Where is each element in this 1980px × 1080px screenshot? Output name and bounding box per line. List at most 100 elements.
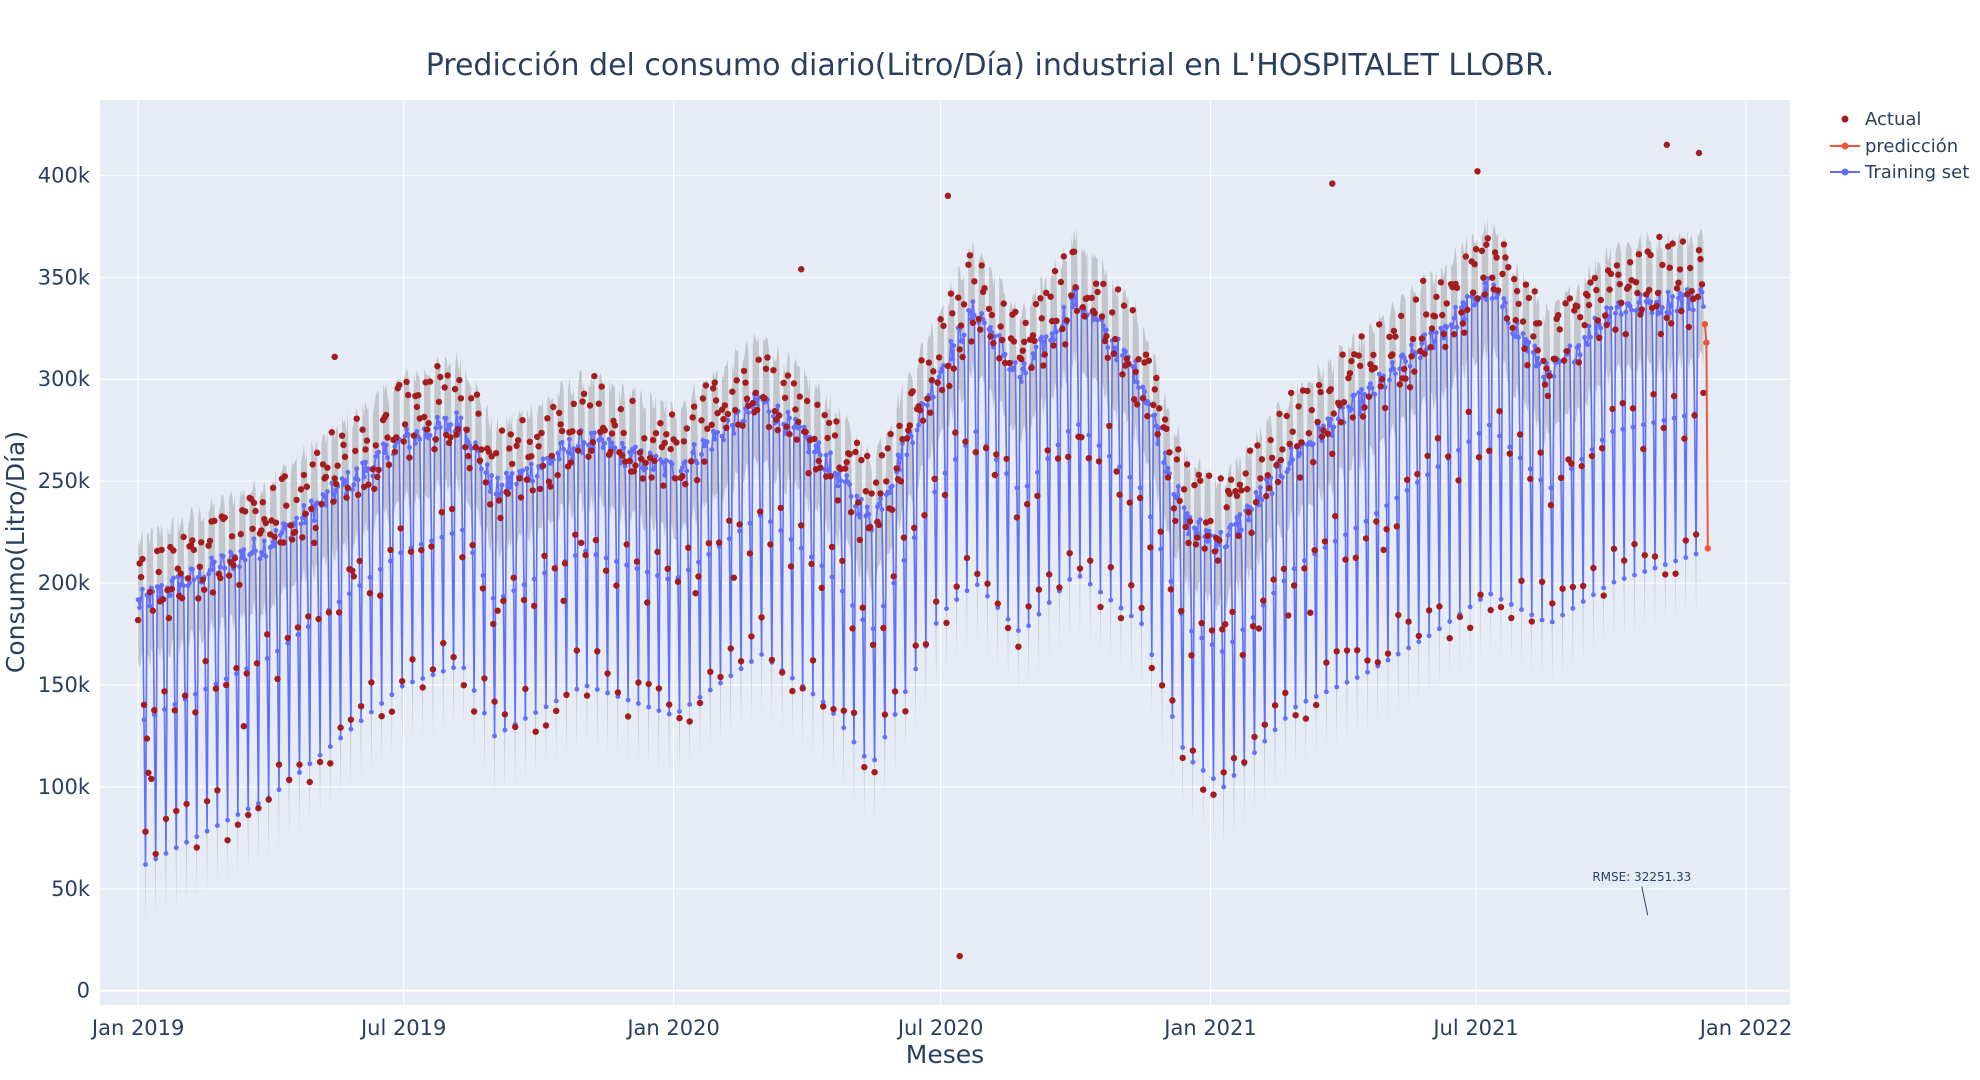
actual-point: [1271, 702, 1279, 709]
training-set-point: [1467, 604, 1473, 610]
training-set-point: [653, 453, 659, 459]
legend-item-training-set[interactable]: Training set: [1830, 162, 1969, 183]
actual-point: [1068, 292, 1075, 299]
training-set-point: [1608, 305, 1614, 311]
actual-point: [1151, 386, 1159, 393]
actual-point: [821, 411, 828, 419]
training-set-point: [1250, 615, 1256, 620]
training-set-point: [835, 483, 841, 489]
actual-point: [1560, 357, 1568, 364]
actual-point: [935, 354, 943, 361]
actual-point: [1609, 405, 1616, 413]
actual-point: [1626, 259, 1634, 266]
training-set-point: [511, 588, 517, 593]
training-set-point: [766, 409, 772, 414]
actual-point: [1244, 485, 1251, 493]
training-set-point: [1156, 425, 1162, 431]
actual-point: [1403, 476, 1411, 483]
training-set-point: [1324, 689, 1329, 695]
actual-point: [1379, 376, 1386, 383]
training-set-point: [325, 489, 330, 494]
actual-point: [966, 252, 974, 259]
training-set-point: [857, 514, 863, 520]
actual-point: [1386, 333, 1393, 340]
training-set-point: [171, 575, 176, 581]
training-set-point: [420, 676, 426, 681]
actual-point: [585, 453, 592, 460]
actual-point: [1616, 280, 1624, 288]
training-set-point: [1238, 527, 1244, 533]
actual-point: [1329, 450, 1336, 457]
training-set-point: [555, 450, 561, 456]
actual-point: [526, 438, 533, 445]
actual-point: [652, 430, 660, 437]
actual-point: [1509, 324, 1516, 332]
training-set-point: [314, 500, 320, 506]
training-set-point: [405, 432, 411, 437]
actual-point: [558, 427, 566, 435]
training-set-point: [345, 469, 351, 475]
training-set-point: [1665, 289, 1671, 295]
training-set-point: [1282, 716, 1288, 721]
training-set-point: [1128, 613, 1134, 619]
training-set-point: [1353, 525, 1359, 531]
actual-point: [340, 441, 347, 448]
actual-point: [368, 679, 375, 686]
training-set-point: [1620, 426, 1626, 432]
actual-point: [872, 479, 880, 486]
actual-point: [1352, 554, 1360, 561]
actual-point: [916, 407, 924, 414]
training-set-point: [1139, 621, 1144, 627]
actual-point: [1274, 478, 1282, 486]
actual-point: [1226, 490, 1233, 497]
actual-point: [774, 426, 781, 434]
actual-point: [382, 411, 390, 419]
actual-point: [501, 711, 509, 718]
chart-title: Predicción del consumo diario(Litro/Día)…: [426, 48, 1555, 83]
x-axis-ticks: Jan 2019 Jul 2019 Jan 2020 Jul 2020 Jan 2021…: [90, 1016, 1792, 1040]
training-set-point: [1686, 306, 1692, 311]
training-set-point: [311, 518, 317, 523]
training-set-point: [1611, 579, 1617, 585]
actual-point: [1450, 331, 1458, 338]
actual-point: [1428, 325, 1436, 332]
actual-point: [999, 336, 1006, 344]
actual-point: [468, 395, 475, 402]
actual-point: [790, 380, 798, 387]
training-set-point: [652, 466, 657, 472]
training-set-point: [141, 717, 147, 723]
legend-item-prediccion[interactable]: predicción: [1830, 136, 1958, 157]
actual-point: [1505, 264, 1512, 271]
training-set-point: [355, 477, 361, 483]
training-set-point: [495, 475, 500, 481]
training-set-point: [609, 440, 615, 446]
training-set-point: [1598, 325, 1604, 331]
rmse-annotation: RMSE: 32251.33: [1592, 870, 1691, 884]
training-set-point: [1259, 497, 1265, 503]
training-set-point: [1017, 374, 1023, 380]
actual-point: [1062, 341, 1069, 348]
training-set-point: [301, 503, 307, 508]
actual-point: [1032, 300, 1040, 308]
x-tick-label: Jul 2021: [1431, 1016, 1518, 1040]
actual-point: [720, 416, 727, 423]
actual-point: [1277, 456, 1285, 464]
actual-point: [994, 600, 1001, 607]
actual-point: [1200, 786, 1207, 793]
training-set-point: [1505, 320, 1511, 326]
training-set-point: [971, 312, 977, 318]
training-set-point: [376, 449, 382, 455]
actual-point: [818, 584, 825, 591]
training-set-point: [625, 697, 631, 703]
training-set-point: [1321, 423, 1326, 429]
actual-point: [1063, 317, 1071, 324]
actual-point: [1292, 712, 1299, 719]
actual-point: [1401, 365, 1408, 373]
actual-point: [1524, 362, 1531, 369]
actual-point: [1421, 350, 1428, 357]
training-set-point: [1260, 602, 1266, 608]
actual-point: [356, 557, 363, 565]
legend-item-actual[interactable]: Actual: [1841, 109, 1922, 130]
actual-point: [598, 383, 605, 390]
actual-point: [1123, 355, 1131, 363]
